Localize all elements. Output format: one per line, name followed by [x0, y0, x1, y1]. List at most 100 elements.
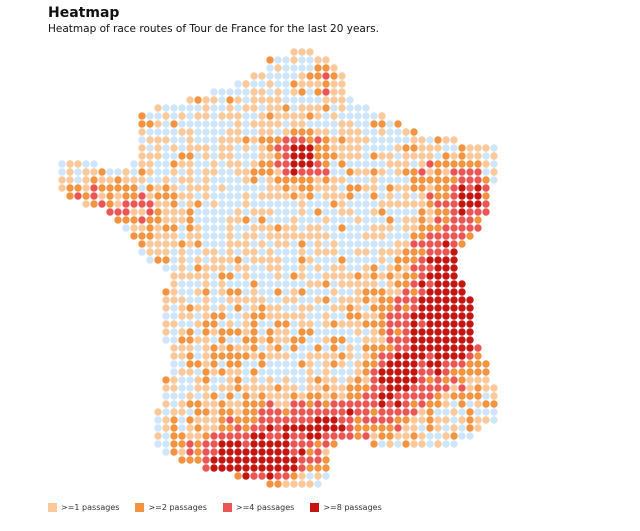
heatmap-cell — [282, 440, 290, 448]
heatmap-cell — [210, 448, 218, 456]
heatmap-cell — [170, 304, 178, 312]
heatmap-cell — [266, 432, 274, 440]
heatmap-cell — [290, 288, 298, 296]
heatmap-cell — [186, 288, 194, 296]
heatmap-cell — [290, 136, 298, 144]
heatmap-cell — [234, 104, 242, 112]
heatmap-cell — [346, 424, 354, 432]
heatmap-cell — [250, 400, 258, 408]
heatmap-cell — [402, 160, 410, 168]
heatmap-cell — [330, 176, 338, 184]
heatmap-cell — [306, 280, 314, 288]
heatmap-cell — [482, 160, 490, 168]
heatmap-cell — [138, 128, 146, 136]
heatmap-cell — [218, 296, 226, 304]
heatmap-cell — [330, 96, 338, 104]
heatmap-cell — [322, 104, 330, 112]
heatmap-cell — [386, 240, 394, 248]
heatmap-cell — [202, 208, 210, 216]
heatmap-cell — [410, 344, 418, 352]
heatmap-cell — [250, 464, 258, 472]
heatmap-cell — [394, 320, 402, 328]
heatmap-cell — [450, 312, 458, 320]
heatmap-cell — [314, 176, 322, 184]
heatmap-cell — [298, 168, 306, 176]
heatmap-cell — [426, 440, 434, 448]
heatmap-cell — [402, 240, 410, 248]
heatmap-cell — [442, 424, 450, 432]
heatmap-cell — [202, 408, 210, 416]
heatmap-cell — [194, 416, 202, 424]
heatmap-cell — [242, 416, 250, 424]
heatmap-cell — [138, 176, 146, 184]
heatmap-cell — [402, 208, 410, 216]
heatmap-cell — [354, 184, 362, 192]
heatmap-cell — [162, 432, 170, 440]
heatmap-cell — [218, 464, 226, 472]
heatmap-cell — [322, 152, 330, 160]
heatmap-cell — [66, 160, 74, 168]
heatmap-cell — [314, 152, 322, 160]
heatmap-cell — [258, 248, 266, 256]
heatmap-cell — [362, 336, 370, 344]
heatmap-cell — [450, 344, 458, 352]
heatmap-cell — [298, 272, 306, 280]
heatmap-cell — [90, 184, 98, 192]
heatmap-cell — [274, 72, 282, 80]
heatmap-cell — [274, 256, 282, 264]
heatmap-cell — [194, 176, 202, 184]
heatmap-cell — [378, 112, 386, 120]
heatmap-cell — [186, 112, 194, 120]
heatmap-cell — [410, 360, 418, 368]
heatmap-cell — [242, 472, 250, 480]
heatmap-cell — [162, 336, 170, 344]
heatmap-cell — [234, 408, 242, 416]
heatmap-cell — [330, 120, 338, 128]
heatmap-cell — [442, 192, 450, 200]
heatmap-cell — [298, 248, 306, 256]
heatmap-cell — [242, 336, 250, 344]
heatmap-cell — [202, 432, 210, 440]
heatmap-cell — [482, 376, 490, 384]
heatmap-cell — [314, 88, 322, 96]
heatmap-cell — [258, 224, 266, 232]
heatmap-cell — [106, 192, 114, 200]
heatmap-cell — [210, 328, 218, 336]
heatmap-cell — [290, 384, 298, 392]
heatmap-cell — [178, 376, 186, 384]
heatmap-cell — [146, 248, 154, 256]
heatmap-cell — [386, 152, 394, 160]
heatmap-cell — [434, 136, 442, 144]
heatmap-cell — [146, 208, 154, 216]
heatmap-cell — [434, 320, 442, 328]
heatmap-cell — [266, 184, 274, 192]
heatmap-cell — [218, 400, 226, 408]
heatmap-cell — [346, 200, 354, 208]
heatmap-cell — [442, 152, 450, 160]
heatmap-cell — [370, 344, 378, 352]
heatmap-cell — [330, 104, 338, 112]
heatmap-cell — [306, 456, 314, 464]
heatmap-cell — [162, 240, 170, 248]
heatmap-cell — [178, 176, 186, 184]
heatmap-cell — [202, 104, 210, 112]
heatmap-cell — [394, 192, 402, 200]
heatmap-cell — [170, 328, 178, 336]
heatmap-cell — [378, 424, 386, 432]
heatmap-cell — [210, 112, 218, 120]
heatmap-cell — [410, 240, 418, 248]
heatmap-cell — [418, 256, 426, 264]
heatmap-cell — [442, 328, 450, 336]
heatmap-cell — [178, 432, 186, 440]
heatmap-cell — [370, 240, 378, 248]
heatmap-cell — [202, 304, 210, 312]
heatmap-cell — [290, 56, 298, 64]
legend-label-2: >=2 passages — [148, 503, 207, 512]
heatmap-cell — [354, 424, 362, 432]
heatmap-cell — [170, 152, 178, 160]
heatmap-cell — [386, 400, 394, 408]
heatmap-cell — [338, 320, 346, 328]
heatmap-cell — [210, 288, 218, 296]
heatmap-cell — [378, 232, 386, 240]
heatmap-cell — [378, 360, 386, 368]
